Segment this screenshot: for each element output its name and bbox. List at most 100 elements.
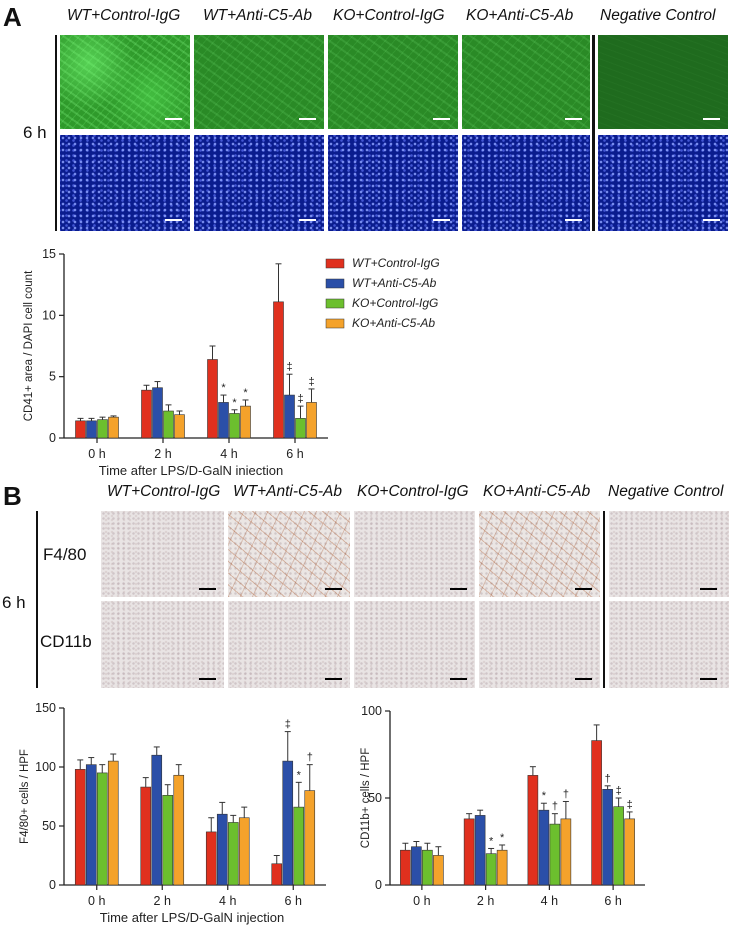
panel-a-negative-divider (592, 35, 595, 231)
x-tick-label: 4 h (220, 447, 237, 461)
y-axis-label: F4/80+ cells / HPF (19, 749, 31, 844)
y-tick-label: 50 (42, 819, 56, 833)
scale-bar (325, 588, 342, 590)
micrograph-cd41-wt-control (60, 35, 190, 129)
panel-b-column-label: KO+Anti-C5-Ab (483, 483, 591, 500)
bar (163, 410, 174, 439)
scale-bar (703, 219, 720, 221)
panel-b-column-label: WT+Anti-C5-Ab (233, 483, 342, 500)
micrograph-cd41-negative-control (598, 35, 728, 129)
y-tick-label: 10 (42, 308, 56, 322)
bar (152, 387, 163, 439)
bar (216, 813, 228, 886)
micrograph-f480-negative-control (609, 511, 729, 597)
panel-b-column-label: WT+Control-IgG (107, 483, 221, 500)
bar (140, 786, 152, 886)
bar (560, 818, 572, 886)
y-tick-label: 0 (375, 878, 382, 892)
scale-bar (433, 118, 450, 120)
y-tick-label: 50 (368, 791, 382, 805)
y-tick-label: 5 (49, 370, 56, 384)
significance-mark: * (542, 790, 547, 802)
significance-mark: * (489, 835, 494, 847)
scale-bar (299, 219, 316, 221)
bar (108, 416, 119, 439)
bar (240, 405, 251, 439)
significance-mark: † (605, 773, 611, 785)
bar (74, 769, 86, 886)
legend-swatch (325, 298, 345, 309)
bar (107, 760, 119, 886)
panel-a-column-label: WT+Anti-C5-Ab (203, 7, 312, 24)
bar (295, 418, 306, 439)
bar (162, 795, 174, 886)
significance-mark: † (563, 788, 569, 800)
bar (85, 764, 97, 886)
row-label-cd11b: CD11b (40, 632, 92, 651)
significance-mark: * (297, 769, 302, 781)
legend-swatch (325, 278, 345, 289)
micrograph-dapi-negative-control (598, 135, 728, 231)
x-tick-label: 2 h (154, 447, 171, 461)
bar (304, 790, 316, 886)
f480-bar-chart: 0 50 100 150 F4/80+ cells / HPF 0 h 2 h 4 h 6 h ‡… (19, 701, 326, 925)
scale-bar (575, 678, 592, 680)
bar (227, 822, 239, 886)
legend-label: KO+Control-IgG (352, 296, 438, 310)
significance-mark: ‡ (308, 376, 314, 388)
micrograph-cd11b-ko-anti-c5 (479, 601, 600, 688)
bar (75, 420, 86, 439)
cd11b-bar-chart: 0 50 100 CD11b+ cells / HPF 0 h 2 h * * 4 h * † † 6 … (360, 704, 645, 908)
bar (282, 760, 294, 886)
row-label-f480: F4/80 (43, 545, 87, 564)
y-tick-label: 0 (49, 878, 56, 892)
x-tick-label: 0 h (88, 894, 105, 908)
panel-a-time-label: 6 h (23, 123, 47, 142)
micrograph-cd41-wt-anti-c5 (194, 35, 324, 129)
micrograph-f480-wt-anti-c5 (228, 511, 350, 597)
scale-bar (433, 219, 450, 221)
x-tick-label: 0 h (88, 447, 105, 461)
bar (273, 301, 284, 439)
y-tick-label: 15 (42, 247, 56, 261)
legend-label: WT+Anti-C5-Ab (352, 276, 437, 290)
bar (173, 774, 185, 886)
bar (411, 846, 422, 886)
bar (602, 789, 613, 886)
scale-bar (199, 678, 216, 680)
bar (97, 419, 108, 439)
panel-b-time-label: 6 h (2, 593, 26, 612)
bar (463, 818, 475, 886)
legend-label: KO+Anti-C5-Ab (352, 316, 435, 330)
micrograph-dapi-ko-control (328, 135, 458, 231)
panel-b-left-bracket (36, 511, 38, 688)
x-tick-label: 6 h (604, 894, 621, 908)
bar (591, 740, 602, 886)
micrograph-f480-ko-control (354, 511, 475, 597)
bar (238, 817, 250, 886)
bar (151, 754, 163, 886)
bar (538, 809, 550, 886)
significance-mark: * (500, 832, 505, 844)
panel-b-negative-divider (603, 511, 605, 688)
panel-a-column-label: Negative Control (600, 7, 716, 24)
significance-mark: ‡ (286, 361, 292, 373)
cd41-bar-chart: 0 5 10 15 CD41+ area / DAPI cell count 0 h 2 h… (23, 247, 440, 475)
bar (433, 855, 444, 886)
micrograph-dapi-wt-anti-c5 (194, 135, 324, 231)
bar (86, 420, 97, 439)
significance-mark: * (221, 382, 226, 394)
x-tick-label: 2 h (477, 894, 494, 908)
x-tick-label: 6 h (285, 894, 302, 908)
bar (207, 359, 218, 439)
bar (306, 402, 317, 439)
panel-a-column-label: WT+Control-IgG (67, 7, 181, 24)
scale-bar (565, 219, 582, 221)
bar (549, 823, 561, 886)
y-axis-label: CD11b+ cells / HPF (360, 748, 372, 848)
x-tick-label: 0 h (413, 894, 430, 908)
bar (271, 863, 283, 886)
scale-bar (450, 588, 467, 590)
scale-bar (165, 118, 182, 120)
micrograph-cd11b-wt-control (101, 601, 224, 688)
